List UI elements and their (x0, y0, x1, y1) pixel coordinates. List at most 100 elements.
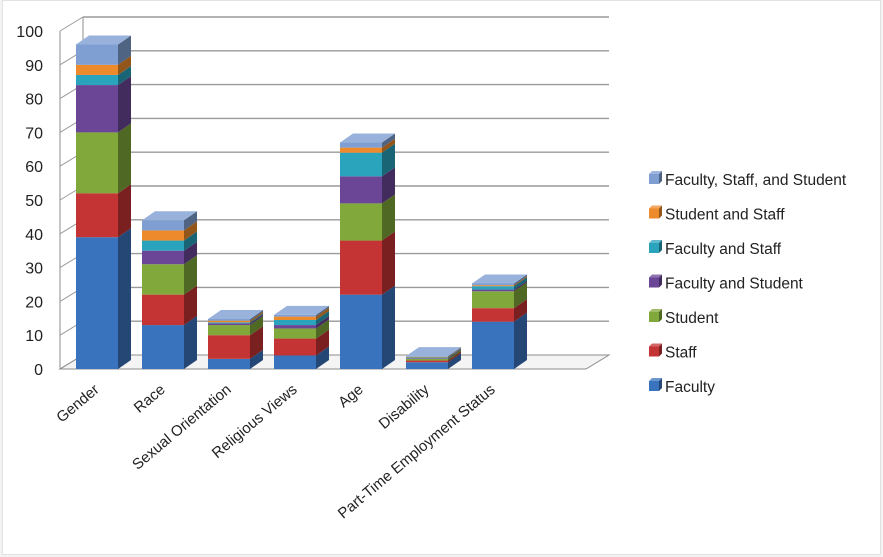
bar-front-face (406, 360, 448, 363)
bar-stack (208, 309, 263, 369)
bar-front-face (208, 318, 250, 321)
legend-label: Faculty (665, 379, 715, 396)
bar-front-face (340, 294, 382, 369)
bar-front-face (472, 308, 514, 322)
bar-side-face (118, 228, 131, 369)
legend-swatch-side (659, 378, 662, 391)
bar-front-face (340, 240, 382, 295)
bar-top-face (274, 305, 329, 315)
bar-side-face (316, 305, 329, 317)
y-axis: 0 10 20 30 40 50 60 70 80 90 100 (16, 24, 43, 379)
bar-top-face (406, 347, 461, 357)
bar-segment (472, 276, 527, 287)
bar-front-face (406, 356, 448, 357)
bar-front-face (472, 321, 514, 369)
bar-side-face (316, 307, 329, 320)
bar-front-face (208, 320, 250, 323)
bar-side-face (184, 316, 197, 369)
bar-side-face (514, 312, 527, 369)
bar-front-face (406, 356, 448, 358)
bar-front-face (472, 283, 514, 286)
bar-segment (406, 347, 461, 358)
bar-front-face (76, 85, 118, 133)
legend-label: Faculty and Staff (665, 241, 782, 258)
y-tick-label: 10 (25, 328, 43, 345)
bar-side-face (118, 55, 131, 75)
y-tick-label: 50 (25, 193, 43, 210)
legend-swatch-side (659, 309, 662, 322)
bar-segment (274, 310, 329, 326)
bar-segment (76, 76, 131, 133)
y-tick-label: 60 (25, 159, 43, 176)
bar-side-face (382, 143, 395, 177)
y-tick-label: 90 (25, 58, 43, 75)
legend-swatch (649, 243, 659, 253)
bar-front-face (340, 142, 382, 148)
bar-segment (406, 351, 461, 363)
bar-front-face (274, 325, 316, 329)
bar-side-face (118, 35, 131, 65)
bar-segment (340, 138, 395, 153)
bar-segment (472, 280, 527, 292)
x-category-label: Age (335, 381, 366, 411)
legend-swatch (649, 277, 659, 288)
bar-side-face (250, 326, 263, 359)
legend-swatch-top (649, 171, 662, 174)
legend-item: Student and Staff (649, 205, 785, 224)
legend-swatch-side (659, 205, 662, 219)
legend-swatch-top (649, 274, 662, 278)
bar-segment (472, 299, 527, 322)
y-tick-label: 100 (16, 24, 43, 41)
legend-item: Student (649, 309, 719, 327)
legend-swatch (649, 208, 659, 219)
bar-front-face (142, 264, 184, 295)
bar-front-face (340, 147, 382, 153)
bar-side-face (184, 231, 197, 251)
bar-front-face (208, 358, 250, 369)
bar-segment (142, 241, 197, 265)
bar-segment (76, 55, 131, 75)
legend-label: Student and Staff (665, 207, 785, 224)
bar-segment (208, 309, 263, 321)
bar-front-face (274, 316, 316, 320)
bar-segment (208, 314, 263, 326)
bar-top-face (76, 35, 131, 45)
bar-front-face (142, 325, 184, 369)
bar-segment (208, 349, 263, 369)
bar-segment (340, 167, 395, 204)
bar-front-face (472, 291, 514, 309)
bar-front-face (340, 152, 382, 177)
bar-segment (340, 133, 395, 148)
bar-side-face (448, 349, 461, 361)
bar-segment (406, 349, 461, 359)
bar-segment (208, 326, 263, 359)
bar-segment (340, 143, 395, 177)
bar-stack (76, 35, 131, 369)
legend-item: Faculty and Staff (649, 240, 782, 258)
bar-front-face (208, 322, 250, 324)
bar-segment (340, 231, 395, 295)
gridline-depth (59, 16, 84, 32)
y-tick-label: 70 (25, 125, 43, 142)
bar-front-face (76, 74, 118, 86)
bar-front-face (274, 338, 316, 356)
bar-side-face (514, 274, 527, 286)
bar-segment (76, 35, 131, 65)
bar-segment (472, 277, 527, 290)
bar-front-face (274, 355, 316, 369)
bar-segment (406, 349, 461, 361)
bar-side-face (184, 285, 197, 326)
x-category-label: Race (131, 381, 169, 417)
bar-segment (208, 311, 263, 323)
bar-segment (76, 228, 131, 369)
bar-side-face (382, 194, 395, 241)
bar-front-face (76, 237, 118, 369)
bar-side-face (118, 184, 131, 238)
legend-swatch-side (659, 171, 662, 184)
bar-side-face (250, 316, 263, 336)
bar-stack (274, 305, 329, 369)
legend-item: Faculty and Student (649, 274, 804, 293)
bar-segment (274, 307, 329, 320)
